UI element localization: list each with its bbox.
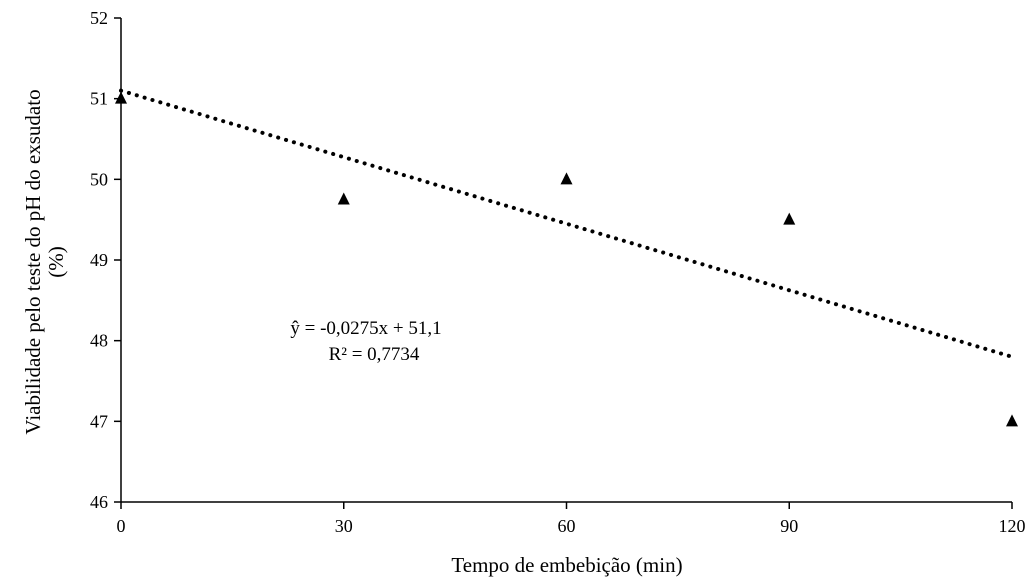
y-axis-label-line-2: (%) bbox=[44, 246, 68, 277]
data-point-marker bbox=[1006, 414, 1018, 427]
y-axis-ticks: 46 47 48 49 50 51 52 bbox=[90, 8, 121, 512]
data-point-marker bbox=[337, 192, 350, 205]
regression-equation: ŷ = -0,0275x + 51,1 bbox=[290, 318, 441, 339]
x-axis-label: Tempo de embebição (min) bbox=[451, 553, 682, 577]
trendline-group bbox=[119, 88, 1014, 359]
x-tick-label: 90 bbox=[780, 516, 798, 536]
data-points bbox=[115, 91, 1018, 427]
y-tick-label: 49 bbox=[90, 250, 108, 270]
y-axis-label-line-1: Viabilidade pelo teste do pH do exsudato bbox=[21, 89, 45, 434]
r-squared-text: R² = 0,7734 bbox=[329, 344, 420, 365]
data-point-marker bbox=[560, 172, 573, 185]
plot-area: 46 47 48 49 50 51 52 0 30 60 90 120 bbox=[90, 8, 1026, 536]
data-point-marker bbox=[783, 212, 796, 225]
y-tick-label: 52 bbox=[90, 8, 108, 28]
x-tick-label: 120 bbox=[999, 516, 1026, 536]
x-tick-label: 30 bbox=[335, 516, 353, 536]
y-tick-label: 48 bbox=[90, 331, 108, 351]
y-tick-label: 51 bbox=[90, 89, 108, 109]
data-point-marker bbox=[115, 91, 127, 104]
y-tick-label: 50 bbox=[90, 169, 108, 189]
x-axis-ticks: 0 30 60 90 120 bbox=[117, 502, 1026, 536]
x-tick-label: 0 bbox=[117, 516, 126, 536]
x-tick-label: 60 bbox=[558, 516, 576, 536]
y-tick-label: 46 bbox=[90, 492, 108, 512]
y-tick-label: 47 bbox=[90, 411, 108, 431]
trendline bbox=[119, 88, 1014, 359]
